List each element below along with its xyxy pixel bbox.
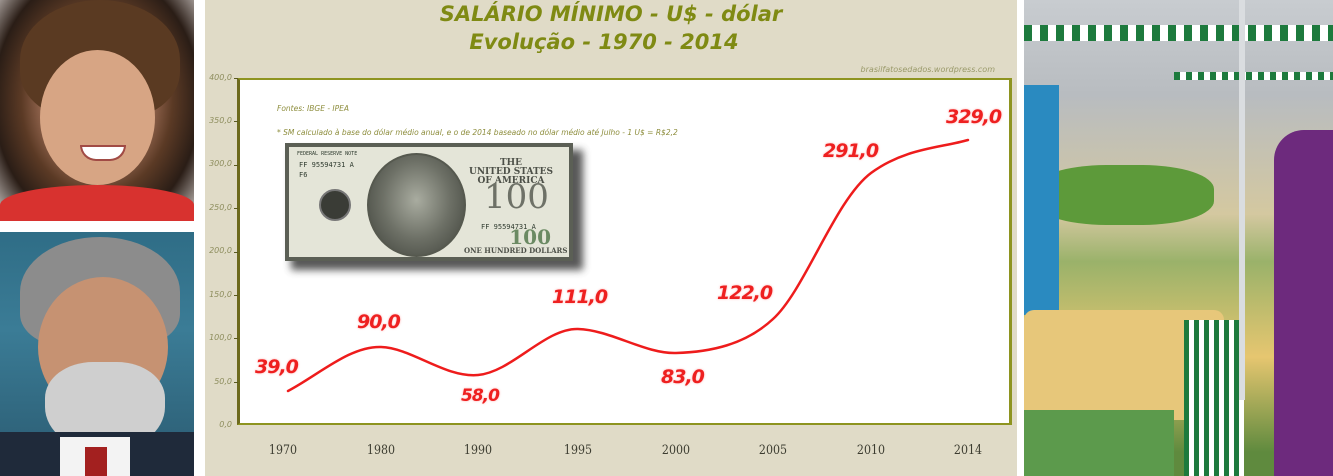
data-label-2014: 329,0 [946, 106, 1002, 128]
market-photo [1024, 0, 1333, 476]
sources-note: Fontes: IBGE - IPEA [277, 104, 350, 113]
y-tick-label: 300,0 [209, 159, 232, 168]
data-label-2005: 122,0 [717, 282, 773, 304]
bill-denomination-center: 100 [484, 177, 549, 217]
portrait-photo-woman [0, 0, 194, 221]
bill-district: F6 [299, 171, 308, 179]
photo-awning-back [1174, 72, 1333, 80]
bill-country-line: OF AMERICA [477, 176, 545, 186]
y-tick-label: 200,0 [209, 246, 232, 255]
bill-country: THE UNITED STATES OF AMERICA [461, 159, 561, 186]
x-tick-label: 1980 [366, 443, 396, 458]
dollar-bill-image: FEDERAL RESERVE NOTE FF 95594731 A F6 TH… [285, 143, 573, 261]
photo-greens [1034, 165, 1214, 225]
photo-face [40, 50, 155, 185]
source-url: brasilfatosedados.wordpress.com [860, 65, 995, 74]
y-tick-label: 50,0 [214, 377, 232, 386]
x-tick-label: 1970 [268, 443, 298, 458]
y-tick-mark [234, 382, 238, 383]
x-tick-label: 1990 [463, 443, 493, 458]
chart-line-svg [286, 138, 970, 393]
y-tick-mark [234, 165, 238, 166]
y-tick-label: 250,0 [209, 203, 232, 212]
y-tick-mark [234, 208, 238, 209]
x-tick-label: 2014 [953, 443, 983, 458]
y-tick-mark [234, 295, 238, 296]
bill-denomination: 100 [509, 225, 551, 249]
data-label-2000: 83,0 [661, 366, 705, 388]
photo-vendor [1024, 85, 1059, 315]
x-tick-label: 2005 [758, 443, 788, 458]
chart-panel: SALÁRIO MÍNIMO - U$ - dólar Evolução - 1… [205, 0, 1017, 476]
photo-pole [1239, 0, 1245, 400]
chart-subtitle: Evolução - 1970 - 2014 [469, 30, 739, 54]
chart-title: SALÁRIO MÍNIMO - U$ - dólar [439, 2, 783, 26]
y-tick-label: 150,0 [209, 290, 232, 299]
data-label-1995: 111,0 [552, 286, 608, 308]
bill-serial-right: FF 95594731 A [481, 223, 536, 231]
photo-customer [1274, 130, 1333, 476]
y-tick-label: 400,0 [209, 73, 232, 82]
footnote: * SM calculado à base do dólar médio anu… [277, 128, 678, 137]
bill-serial: FF 95594731 A [299, 161, 354, 169]
y-tick-mark [234, 121, 238, 122]
x-tick-label: 2010 [856, 443, 886, 458]
photo-beans [1024, 410, 1174, 476]
y-tick-label: 350,0 [209, 116, 232, 125]
y-tick-label: 100,0 [209, 333, 232, 342]
portrait-photo-man [0, 232, 194, 476]
plot-area [237, 78, 1012, 425]
bill-portrait [367, 153, 466, 257]
data-label-1990: 58,0 [461, 386, 500, 406]
x-tick-label: 2000 [661, 443, 691, 458]
bill-footer: ONE HUNDRED DOLLARS [464, 246, 568, 255]
data-line [286, 138, 970, 393]
photo-awning [1024, 25, 1333, 41]
bill-top-text: FEDERAL RESERVE NOTE [297, 151, 358, 157]
data-label-2010: 291,0 [823, 140, 879, 162]
bill-seal-icon [319, 189, 351, 221]
x-tick-label: 1995 [563, 443, 593, 458]
photo-tie [85, 447, 107, 476]
bill-country-line: THE [499, 158, 523, 168]
y-tick-label: 0,0 [219, 420, 232, 429]
bill-country-line: UNITED STATES [468, 167, 554, 177]
y-tick-mark [234, 252, 238, 253]
photo-counter [1184, 320, 1244, 476]
y-tick-mark [234, 338, 238, 339]
data-label-1970: 39,0 [255, 356, 299, 378]
data-label-1980: 90,0 [357, 311, 401, 333]
photo-shirt [0, 185, 194, 221]
y-tick-mark [234, 78, 238, 79]
